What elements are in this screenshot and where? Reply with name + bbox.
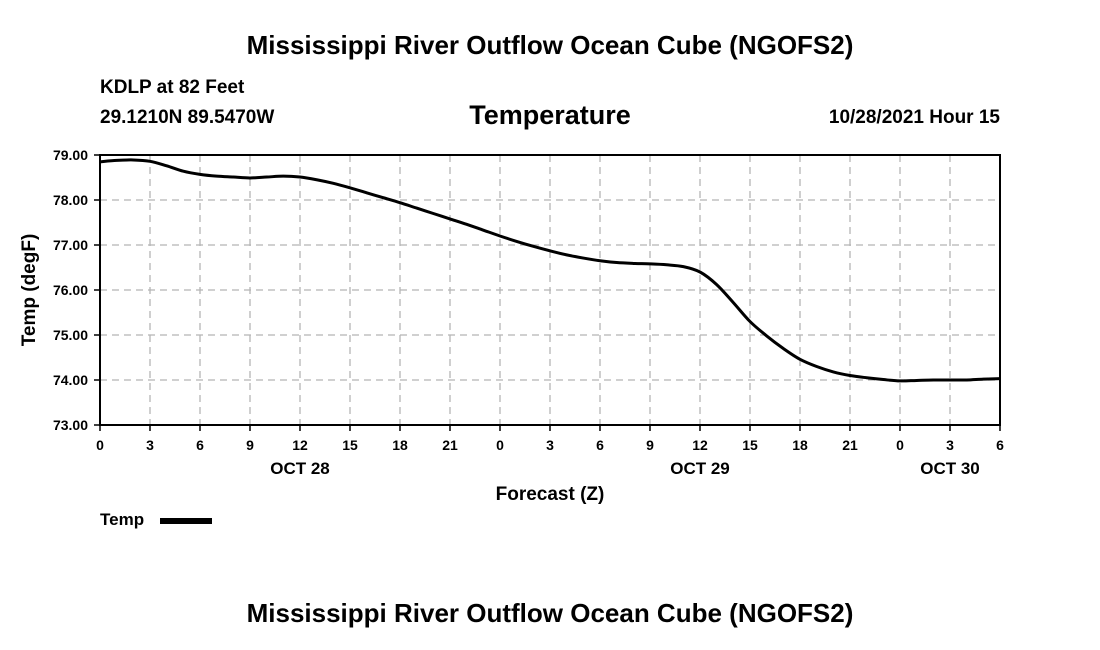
x-tick-label: 21 [842,437,858,453]
axes: 73.00 74.00 75.00 76.00 77.00 78.00 79.00 0 3 6 9 1… [53,147,1004,478]
x-tick-label: 15 [342,437,358,453]
chart-title: Temperature [469,100,631,130]
x-tick-label: 0 [96,437,104,453]
x-tick-label: 3 [946,437,954,453]
date-label: OCT 28 [270,459,330,478]
y-tick-label: 76.00 [53,282,88,298]
legend-line-swatch [160,518,212,524]
x-tick-label: 12 [292,437,308,453]
temp-series-line [99,158,1001,383]
y-tick-label: 78.00 [53,192,88,208]
x-tick-label: 18 [792,437,808,453]
station-coordinates: 29.1210N 89.5470W [100,107,275,128]
y-axis-label: Temp (degF) [19,234,40,347]
x-tick-label: 18 [392,437,408,453]
y-tick-label: 79.00 [53,147,88,163]
x-tick-label: 9 [646,437,654,453]
x-axis-label: Forecast (Z) [496,484,605,505]
x-tick-label: 3 [546,437,554,453]
main-title: Mississippi River Outflow Ocean Cube (NG… [246,30,854,60]
x-tick-label: 3 [146,437,154,453]
grid-lines [100,155,1000,425]
x-tick-label: 0 [896,437,904,453]
y-tick-label: 73.00 [53,417,88,433]
x-tick-label: 21 [442,437,458,453]
y-tick-label: 77.00 [53,237,88,253]
legend-label: Temp [100,510,145,529]
x-tick-label: 6 [996,437,1004,453]
x-tick-label: 0 [496,437,504,453]
x-tick-label: 6 [596,437,604,453]
y-tick-label: 75.00 [53,327,88,343]
x-tick-label: 12 [692,437,708,453]
x-tick-label: 9 [246,437,254,453]
secondary-title: Mississippi River Outflow Ocean Cube (NG… [246,598,854,628]
date-label: OCT 30 [920,459,980,478]
x-tick-label: 15 [742,437,758,453]
forecast-timestamp: 10/28/2021 Hour 15 [828,107,1000,128]
date-label: OCT 29 [670,459,730,478]
x-tick-label: 6 [196,437,204,453]
y-tick-label: 74.00 [53,372,88,388]
station-label: KDLP at 82 Feet [100,77,245,98]
